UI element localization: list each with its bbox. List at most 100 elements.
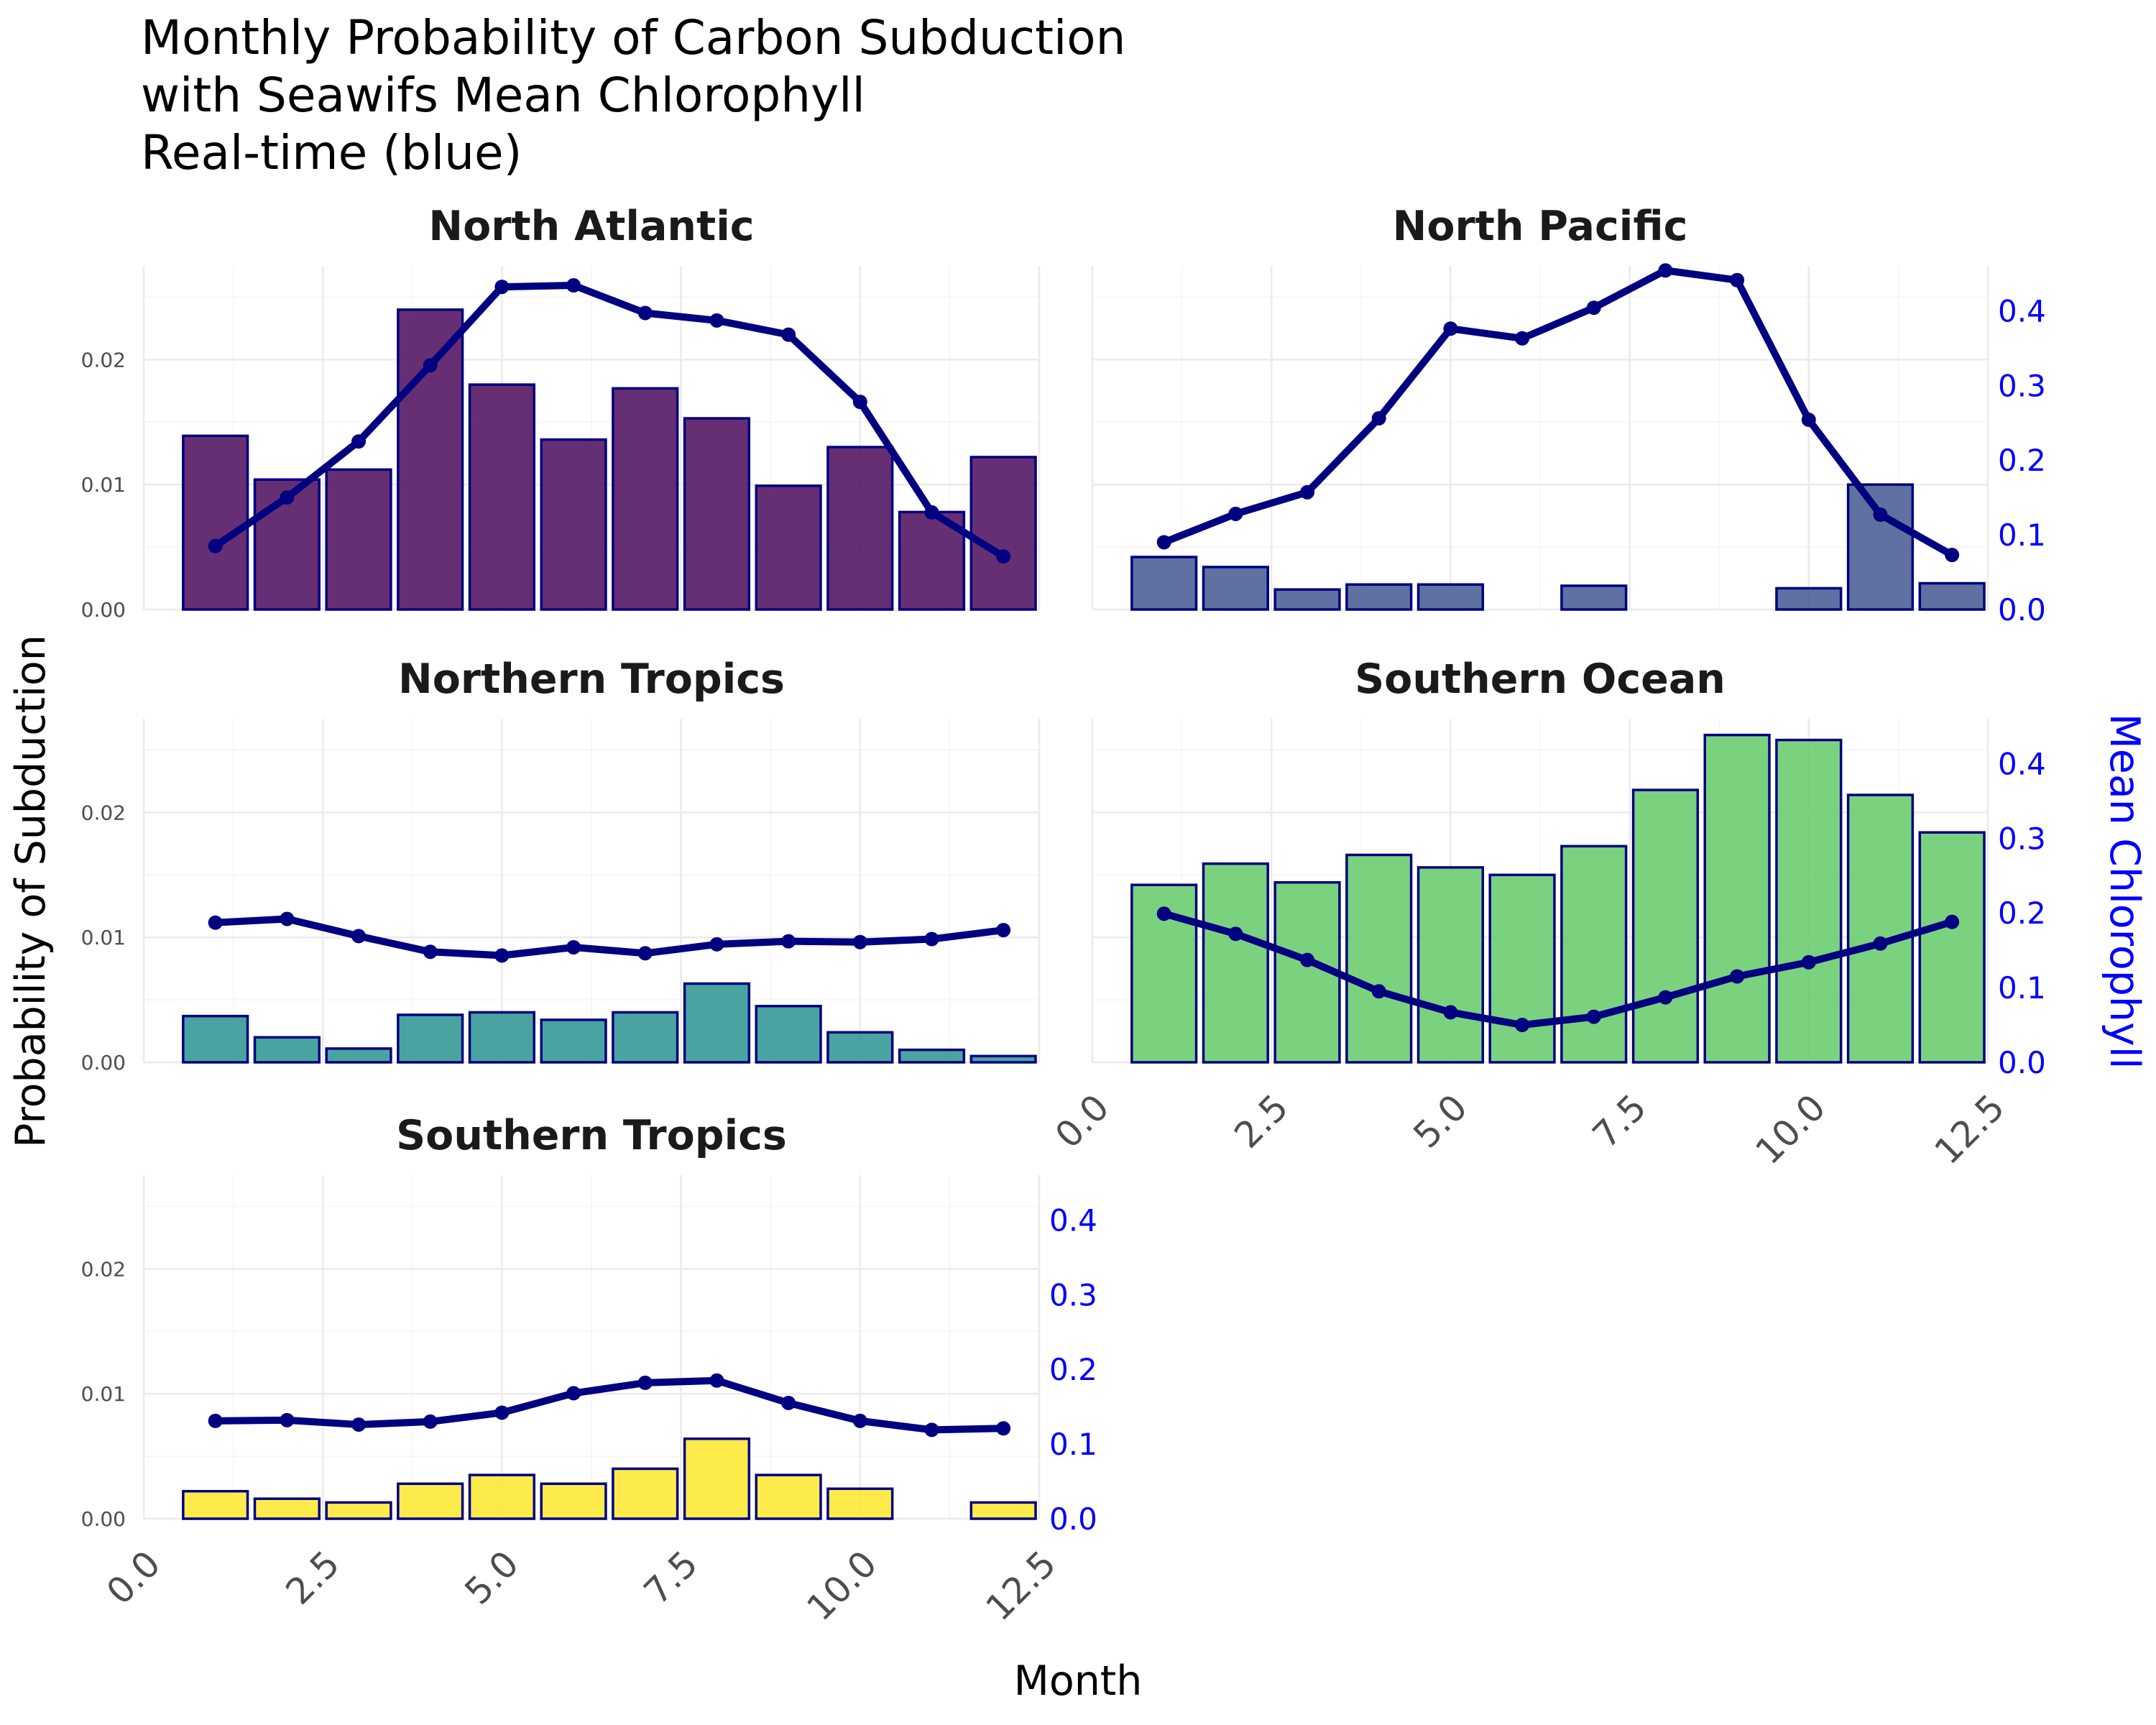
bar-month-6 [1488,873,1556,1064]
chlorophyll-point-month-12 [996,549,1011,564]
y-tick-label: 0.00 [81,1051,126,1075]
chlorophyll-point-month-4 [1371,984,1386,999]
bar-month-1 [182,1014,249,1064]
chlorophyll-point-month-2 [1228,506,1243,521]
bar-month-12 [1918,831,1986,1064]
bar-month-4 [1345,853,1413,1064]
panel-title: Southern Tropics [396,1112,787,1159]
bar-month-2 [253,1036,321,1064]
chlorophyll-point-month-11 [1873,507,1888,523]
bar-month-12 [969,456,1037,611]
chlorophyll-point-month-11 [924,505,939,520]
bar-month-3 [1273,588,1341,611]
chlorophyll-point-month-8 [1658,263,1673,278]
chlorophyll-point-month-7 [637,1375,653,1390]
panel-title: North Atlantic [428,203,754,250]
bar-month-2 [1202,862,1269,1064]
y2-tick-label: 0.2 [1998,896,2046,931]
panel-title: North Pacific [1393,203,1688,250]
chlorophyll-point-month-10 [852,1413,867,1428]
chart-title-line: Real-time (blue) [141,125,522,180]
y-axis-title: Probability of Subduction [7,635,55,1148]
y2-tick-label: 0.2 [1049,1352,1097,1387]
x-tick-label: 10.0 [1748,1086,1834,1172]
chlorophyll-point-month-11 [924,932,939,947]
bar-month-8 [683,982,751,1064]
chlorophyll-point-month-1 [1156,906,1171,921]
panel-north-atlantic: North Atlantic 0.00 0.01 0.02 [81,203,1041,622]
bar-month-10 [1775,738,1843,1064]
bar-month-8 [683,417,751,611]
bar-month-7 [1560,584,1628,611]
y-tick-label: 0.02 [81,1257,126,1281]
y-tick-label: 0.01 [81,1382,126,1406]
chlorophyll-point-month-5 [1443,321,1458,336]
bar-month-8 [683,1438,751,1520]
chlorophyll-point-month-3 [351,1417,367,1432]
x-tick-label: 12.5 [1927,1086,2013,1172]
chlorophyll-line [211,282,1008,561]
bar-month-6 [540,438,607,611]
chlorophyll-point-month-12 [996,923,1011,938]
bar-month-7 [612,387,679,611]
panel-north-pacific: North Pacific 0.0 0.1 0.2 0.3 0.4 [1091,203,2046,627]
chlorophyll-point-month-6 [566,278,581,293]
chlorophyll-point-month-10 [1801,954,1816,970]
bar-month-5 [468,1473,536,1520]
chlorophyll-point-month-9 [781,327,796,342]
bar-month-5 [468,1011,536,1064]
y-tick-label: 0.01 [81,926,126,949]
chlorophyll-point-month-1 [1156,535,1171,550]
bar-month-10 [826,1487,894,1520]
y2-tick-label: 0.0 [1998,1045,2046,1080]
chlorophyll-point-month-7 [1586,300,1601,316]
y2-tick-label: 0.4 [1049,1202,1097,1238]
chlorophyll-point-month-6 [1515,331,1530,346]
chlorophyll-point-month-3 [351,434,367,449]
chlorophyll-point-month-4 [1371,410,1386,426]
bar-month-7 [612,1467,679,1520]
chlorophyll-point-month-2 [280,1412,295,1427]
chlorophyll-point-month-6 [566,1386,581,1401]
x-tick-label: 2.5 [1226,1086,1296,1156]
chlorophyll-point-month-2 [1228,926,1243,942]
chlorophyll-point-month-2 [280,911,295,926]
y2-tick-label: 0.1 [1998,518,2046,553]
chlorophyll-point-month-7 [1586,1009,1601,1024]
chlorophyll-point-month-3 [351,929,367,944]
panel-southern-ocean: Southern Ocean 0.0 0.1 0.2 0.3 0.4 0.0 2.5 5.0 7.… [1047,656,2046,1172]
x-tick-label: 7.5 [1585,1086,1654,1156]
chart-title: Monthly Probability of Carbon Subduction… [141,10,1126,180]
chlorophyll-point-month-1 [208,538,223,553]
bar-month-2 [1202,566,1269,611]
x-tick-label: 5.0 [457,1542,527,1612]
chlorophyll-point-month-7 [637,946,653,961]
chlorophyll-point-month-9 [781,1395,796,1410]
bar-month-9 [755,1473,822,1520]
chlorophyll-point-month-12 [996,1421,1011,1436]
chlorophyll-line [1160,267,1956,559]
chlorophyll-point-month-11 [1873,936,1888,951]
y-tick-label: 0.02 [81,801,126,824]
chart-panels: North Atlantic 0.00 0.01 0.02 North Pacific 0… [81,203,2046,1629]
chlorophyll-point-month-5 [494,280,510,295]
x-tick-label: 7.5 [636,1542,706,1612]
bar-month-1 [1130,556,1198,611]
panel-southern-tropics: Southern Tropics 0.00 0.01 0.02 0.0 0.1 0.2 0.3… [81,1112,1097,1629]
bar-month-3 [325,1501,392,1520]
bar-month-9 [755,1005,822,1064]
bar-month-7 [1560,845,1628,1064]
bar-month-8 [1631,788,1700,1064]
chlorophyll-point-month-12 [1945,548,1960,563]
bar-month-10 [826,1031,894,1064]
chlorophyll-point-month-1 [208,1413,223,1428]
x-tick-label: 2.5 [277,1542,347,1612]
chlorophyll-point-month-10 [1801,413,1816,428]
bar-month-4 [397,308,464,611]
bar-month-5 [1416,866,1485,1064]
bar-month-5 [468,383,536,611]
chlorophyll-point-month-12 [1945,914,1960,929]
bar-month-10 [1775,586,1843,611]
chlorophyll-line [211,1376,1008,1434]
